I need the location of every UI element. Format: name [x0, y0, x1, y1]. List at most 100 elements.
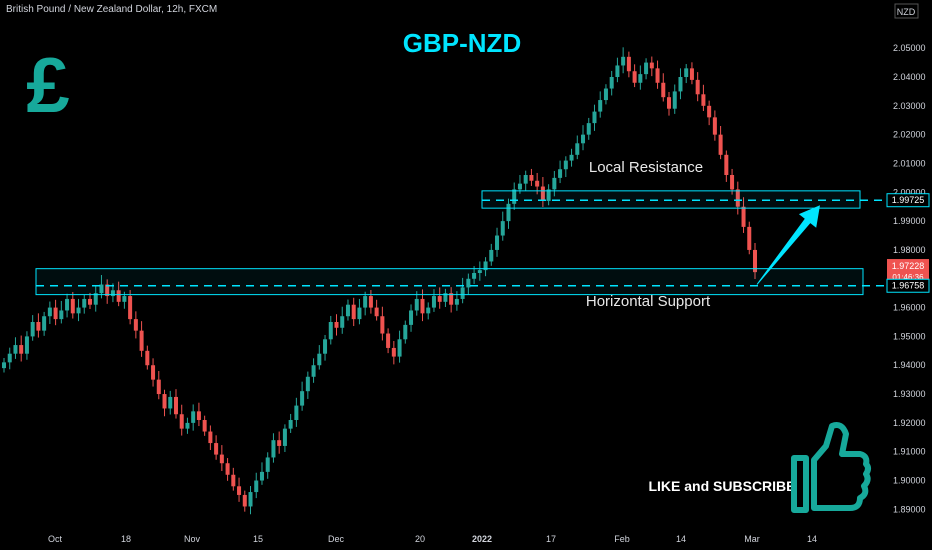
x-axis: Oct 18 Nov 15 Dec 20 2022 17 Feb 14 Mar 14	[48, 534, 817, 544]
candle-body	[93, 293, 98, 305]
candle-body	[162, 394, 167, 409]
candle-body	[460, 287, 465, 299]
projection-arrow	[756, 205, 820, 285]
candle-body	[311, 365, 316, 377]
candle-body	[523, 175, 528, 184]
candle-body	[151, 365, 156, 380]
candle-body	[351, 304, 356, 320]
pair-heading: GBP-NZD	[403, 28, 521, 58]
candle-body	[598, 100, 603, 112]
candle-body	[558, 169, 563, 178]
candle-body	[214, 443, 219, 455]
x-tick-label: 14	[807, 534, 817, 544]
candle-body	[65, 298, 70, 311]
candle-body	[414, 298, 419, 311]
candle-body	[454, 298, 459, 305]
candle-body	[592, 111, 597, 124]
candle-body	[707, 105, 712, 118]
x-tick-label: 17	[546, 534, 556, 544]
candle-body	[403, 324, 408, 340]
candle-body	[689, 68, 694, 80]
candle-body	[638, 74, 643, 83]
candle-body	[678, 77, 683, 92]
support-price-tag: 1.96758	[886, 278, 930, 293]
candle-body	[110, 290, 115, 297]
candle-body	[730, 175, 735, 190]
candle-body	[529, 175, 534, 181]
candle-body	[76, 307, 81, 314]
x-tick-label: Nov	[184, 534, 201, 544]
candle-body	[139, 330, 144, 351]
y-tick-label: 1.99000	[893, 216, 926, 226]
candle-body	[7, 353, 12, 363]
candle-body	[712, 117, 717, 135]
y-tick-label: 1.89000	[893, 504, 926, 514]
candle-body	[615, 65, 620, 77]
x-tick-label: 20	[415, 534, 425, 544]
y-tick-label: 1.91000	[893, 447, 926, 457]
candle-body	[133, 319, 138, 331]
candle-body	[196, 411, 201, 420]
y-tick-label: 2.05000	[893, 43, 926, 53]
candle-body	[345, 304, 350, 317]
candle-body	[219, 454, 224, 464]
cta-text: LIKE and SUBSCRIBE	[648, 478, 795, 494]
candle-body	[540, 186, 545, 201]
y-tick-label: 1.98000	[893, 245, 926, 255]
candle-body	[191, 411, 196, 423]
candle-body	[609, 77, 614, 89]
x-tick-label: 2022	[472, 534, 492, 544]
y-tick-label: 2.02000	[893, 130, 926, 140]
candle-body	[288, 420, 293, 429]
candle-body	[386, 333, 391, 348]
candle-body	[552, 177, 557, 190]
candle-body	[512, 189, 517, 204]
candle-body	[443, 293, 448, 302]
x-tick-label: Mar	[744, 534, 760, 544]
candle-body	[19, 345, 24, 354]
candle-body	[500, 221, 505, 236]
candle-body	[173, 396, 178, 415]
x-tick-label: Feb	[614, 534, 630, 544]
candle-body	[752, 249, 758, 273]
candle-countdown: 01:46:36	[892, 273, 924, 282]
pound-logo-icon: £	[26, 41, 69, 129]
candle-body	[179, 414, 184, 429]
candle-body	[489, 249, 494, 262]
x-tick-label: Oct	[48, 534, 63, 544]
candle-body	[24, 336, 29, 354]
x-tick-label: Dec	[328, 534, 345, 544]
candle-body	[59, 310, 64, 320]
candle-body	[586, 123, 591, 135]
candle-body	[368, 296, 373, 308]
candle-body	[621, 56, 626, 66]
y-tick-label: 1.95000	[893, 331, 926, 341]
candle-body	[53, 307, 58, 320]
candle-body	[363, 296, 368, 308]
candle-body	[122, 296, 127, 302]
resistance-label: Local Resistance	[589, 159, 703, 176]
candle-body	[655, 68, 660, 83]
candle-body	[735, 189, 740, 207]
y-tick-label: 1.96000	[893, 303, 926, 313]
thumbs-up-icon[interactable]	[791, 422, 871, 513]
candle-body	[145, 350, 150, 366]
y-tick-label: 1.92000	[893, 418, 926, 428]
x-tick-label: 15	[253, 534, 263, 544]
candle-body	[13, 345, 18, 354]
candle-body	[357, 307, 362, 320]
candle-body	[397, 339, 402, 357]
candle-body	[99, 284, 104, 294]
candle-body	[242, 494, 247, 507]
candle-body	[649, 62, 654, 69]
candles-layer	[1, 47, 758, 515]
candle-body	[282, 428, 287, 446]
candle-body	[231, 474, 236, 487]
candle-body	[391, 347, 396, 357]
candle-body	[575, 143, 580, 155]
candle-body	[248, 492, 253, 507]
candle-body	[237, 486, 242, 495]
candle-body	[265, 457, 270, 472]
